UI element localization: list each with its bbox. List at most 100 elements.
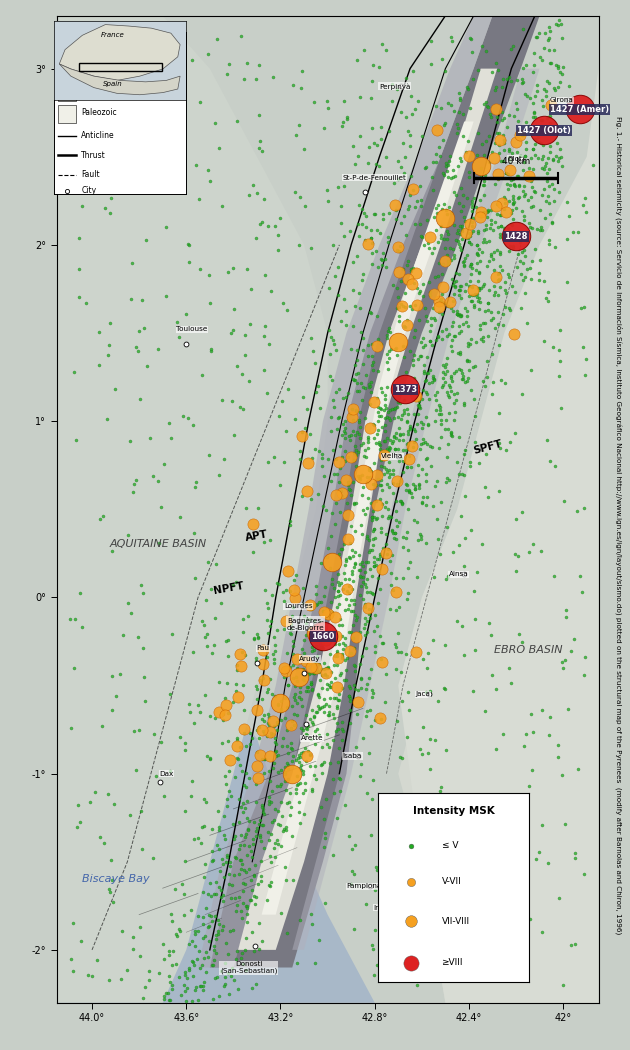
- Point: [401, 476, 411, 492]
- Point: [263, 680, 273, 697]
- Point: [486, 245, 496, 261]
- Point: [75, 585, 85, 602]
- Point: [145, 181, 155, 197]
- Point: [320, 667, 330, 684]
- Point: [571, 502, 581, 519]
- Point: [393, 441, 403, 458]
- Point: [251, 822, 261, 839]
- Point: [415, 215, 425, 232]
- Point: [394, 453, 404, 469]
- Point: [442, 94, 452, 111]
- Point: [382, 345, 392, 362]
- Point: [438, 370, 448, 386]
- Point: [340, 443, 350, 460]
- Point: [382, 322, 392, 339]
- Point: [561, 602, 571, 618]
- Point: [340, 797, 350, 814]
- Point: [392, 300, 402, 317]
- Point: [198, 791, 209, 807]
- Point: [187, 952, 197, 969]
- Point: [520, 147, 530, 164]
- Point: [377, 245, 387, 261]
- Point: [333, 583, 343, 600]
- Point: [394, 513, 404, 530]
- Point: [473, 124, 483, 141]
- Point: [282, 381, 292, 398]
- Point: [532, 220, 542, 237]
- Point: [193, 992, 203, 1009]
- Point: [398, 134, 408, 151]
- Point: [360, 410, 370, 426]
- Point: [544, 453, 554, 469]
- Point: [332, 598, 342, 615]
- Point: [440, 359, 450, 376]
- Point: [456, 903, 466, 920]
- Point: [322, 736, 332, 753]
- Point: [445, 424, 455, 441]
- Point: [280, 765, 290, 782]
- Point: [440, 320, 450, 337]
- Point: [551, 239, 561, 256]
- Point: [489, 277, 499, 294]
- Point: [209, 942, 219, 959]
- Point: [289, 582, 299, 598]
- Point: [309, 708, 319, 724]
- Point: [279, 660, 289, 677]
- Point: [554, 889, 564, 906]
- Point: [372, 617, 382, 634]
- Point: [501, 830, 512, 846]
- Point: [464, 164, 474, 181]
- Point: [470, 610, 480, 627]
- Point: [454, 194, 464, 211]
- Point: [321, 630, 331, 647]
- Point: [416, 436, 427, 453]
- Point: [357, 272, 367, 289]
- Point: [484, 153, 494, 170]
- Point: [553, 58, 563, 75]
- Point: [374, 490, 384, 507]
- Point: [393, 644, 403, 660]
- Point: [417, 391, 427, 407]
- Text: Mesozoic: Mesozoic: [81, 87, 117, 97]
- Point: [363, 553, 373, 570]
- Point: [469, 933, 479, 950]
- Point: [510, 284, 520, 300]
- Point: [449, 412, 459, 428]
- Point: [427, 245, 437, 261]
- Point: [433, 328, 443, 344]
- Point: [408, 276, 418, 293]
- Point: [236, 827, 246, 844]
- Point: [297, 640, 307, 657]
- Point: [520, 269, 530, 286]
- Point: [264, 832, 274, 848]
- Point: [134, 323, 144, 340]
- Point: [479, 96, 489, 112]
- Point: [563, 700, 573, 717]
- Point: [479, 231, 489, 248]
- Point: [181, 993, 191, 1010]
- Point: [197, 366, 207, 383]
- Point: [330, 588, 340, 605]
- Point: [219, 712, 229, 729]
- Point: [428, 632, 438, 649]
- Point: [345, 643, 355, 659]
- Point: [340, 419, 350, 436]
- Point: [306, 658, 316, 675]
- Point: [318, 679, 328, 696]
- Point: [457, 230, 467, 247]
- Point: [384, 439, 394, 456]
- Point: [528, 198, 538, 215]
- Point: [361, 896, 371, 912]
- Point: [573, 761, 583, 778]
- Point: [251, 975, 261, 992]
- Point: [326, 664, 336, 680]
- Point: [464, 168, 474, 185]
- Point: [452, 454, 462, 470]
- Point: [533, 149, 543, 166]
- Point: [556, 16, 566, 33]
- Point: [471, 334, 481, 351]
- Point: [515, 126, 525, 143]
- Point: [258, 670, 268, 687]
- Point: [138, 990, 148, 1007]
- Point: [526, 173, 536, 190]
